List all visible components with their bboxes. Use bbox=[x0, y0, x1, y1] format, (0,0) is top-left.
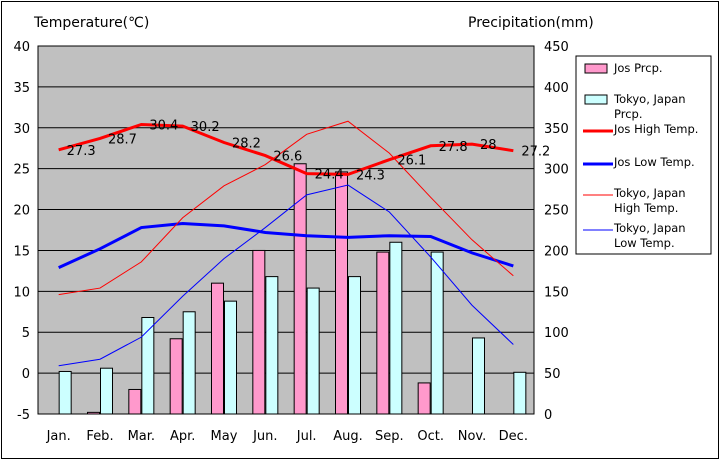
tick-label: Sep. bbox=[375, 429, 404, 444]
tick-label: 250 bbox=[544, 204, 569, 219]
precipitation-bars bbox=[58, 163, 527, 415]
data-labels: 27.3 28.7 30.4 30.2 28.2 26.6 24.4 24.3 26.1 27.8… bbox=[67, 119, 551, 184]
tick-label: 15 bbox=[13, 244, 30, 259]
plot-area bbox=[37, 45, 535, 415]
bar bbox=[335, 171, 348, 415]
legend-label: Tokyo, Japan bbox=[613, 186, 686, 200]
bar bbox=[513, 371, 527, 415]
y-axis-right-label: Precipitation(mm) bbox=[468, 15, 594, 31]
data-label: 24.3 bbox=[356, 168, 385, 183]
x-axis-ticks: Jan. Feb. Mar. Apr. May Jun. Jul. Aug. Sep. Oct. N… bbox=[46, 429, 528, 444]
tick-label: May bbox=[211, 429, 238, 444]
tick-label: Jan. bbox=[46, 429, 71, 444]
bar bbox=[87, 411, 100, 415]
y-axis-left-ticks: 40 35 30 25 20 15 10 5 0 -5 bbox=[13, 40, 30, 423]
bar bbox=[58, 370, 72, 415]
tick-label: 300 bbox=[544, 163, 569, 178]
data-label: 30.4 bbox=[149, 119, 178, 134]
tick-label: 10 bbox=[13, 285, 30, 300]
tick-label: 5 bbox=[22, 326, 30, 341]
legend-label: Jos High Temp. bbox=[613, 122, 698, 136]
tick-label: Mar. bbox=[128, 429, 155, 444]
bar bbox=[128, 388, 142, 415]
tick-label: Jun. bbox=[252, 429, 277, 444]
legend-label: Tokyo, Japan bbox=[613, 92, 686, 106]
bar bbox=[169, 338, 183, 415]
tick-label: 400 bbox=[544, 81, 569, 96]
bar bbox=[141, 317, 155, 415]
series-line bbox=[58, 122, 514, 176]
bar bbox=[293, 163, 307, 415]
tick-label: Feb. bbox=[86, 429, 113, 444]
tick-label: 0 bbox=[544, 408, 552, 423]
legend-swatch bbox=[584, 94, 608, 105]
bar bbox=[211, 282, 224, 415]
tick-label: 350 bbox=[544, 122, 569, 137]
bar bbox=[417, 382, 431, 415]
legend-label: Tokyo, Japan bbox=[613, 221, 686, 235]
tick-label: 200 bbox=[544, 244, 569, 259]
data-label: 27.3 bbox=[67, 144, 96, 159]
data-label: 27.8 bbox=[439, 140, 468, 155]
tick-label: 50 bbox=[544, 367, 561, 382]
legend-label: Low Temp. bbox=[614, 236, 675, 250]
legend-label: Jos Low Temp. bbox=[613, 155, 695, 169]
tick-label: 0 bbox=[22, 367, 30, 382]
bar bbox=[389, 241, 403, 415]
tick-label: 30 bbox=[13, 122, 30, 137]
data-label: 30.2 bbox=[191, 120, 220, 135]
bar bbox=[376, 251, 390, 415]
data-label: 28.2 bbox=[232, 136, 261, 151]
tick-label: 40 bbox=[13, 40, 30, 55]
tick-label: Nov. bbox=[458, 429, 487, 444]
bar bbox=[306, 287, 320, 415]
bar bbox=[265, 276, 279, 415]
tick-label: 35 bbox=[13, 81, 30, 96]
temperature-lines bbox=[58, 120, 514, 367]
legend-box bbox=[575, 55, 712, 255]
tick-label: 25 bbox=[13, 163, 30, 178]
tick-label: 450 bbox=[544, 40, 569, 55]
tick-label: 150 bbox=[544, 285, 569, 300]
y-axis-left-label: Temperature(℃) bbox=[33, 15, 149, 31]
series-line bbox=[58, 184, 514, 367]
data-label: 28 bbox=[480, 138, 497, 153]
tick-label: 100 bbox=[544, 326, 569, 341]
tick-label: Apr. bbox=[170, 429, 195, 444]
tick-label: Oct. bbox=[417, 429, 444, 444]
grid-lines bbox=[38, 86, 534, 374]
data-label: 24.4 bbox=[315, 168, 344, 183]
bar bbox=[252, 249, 266, 415]
legend-swatch bbox=[584, 63, 608, 74]
series-line bbox=[58, 120, 514, 296]
bar bbox=[348, 276, 361, 415]
bar bbox=[100, 367, 113, 415]
y-axis-right-ticks: 450 400 350 300 250 200 150 100 50 0 bbox=[544, 40, 569, 423]
legend-label: Jos Prcp. bbox=[613, 61, 663, 75]
series-line bbox=[58, 221, 514, 269]
data-label: 27.2 bbox=[521, 145, 550, 160]
bar bbox=[430, 251, 444, 415]
data-label: 28.7 bbox=[108, 132, 137, 147]
bar bbox=[182, 311, 196, 415]
bar bbox=[472, 337, 485, 415]
tick-label: 20 bbox=[13, 204, 30, 219]
legend-bar-swatch bbox=[584, 94, 608, 105]
bar bbox=[224, 300, 237, 415]
legend-label: High Temp. bbox=[614, 201, 678, 215]
tick-label: Aug. bbox=[333, 429, 363, 444]
data-label: 26.1 bbox=[397, 154, 426, 169]
tick-label: Dec. bbox=[499, 429, 528, 444]
legend-bar-swatch bbox=[584, 63, 608, 74]
tick-label: -5 bbox=[17, 408, 30, 423]
tick-label: Jul. bbox=[296, 429, 317, 444]
legend-label: Prcp. bbox=[614, 107, 643, 121]
data-label: 26.6 bbox=[273, 150, 302, 165]
